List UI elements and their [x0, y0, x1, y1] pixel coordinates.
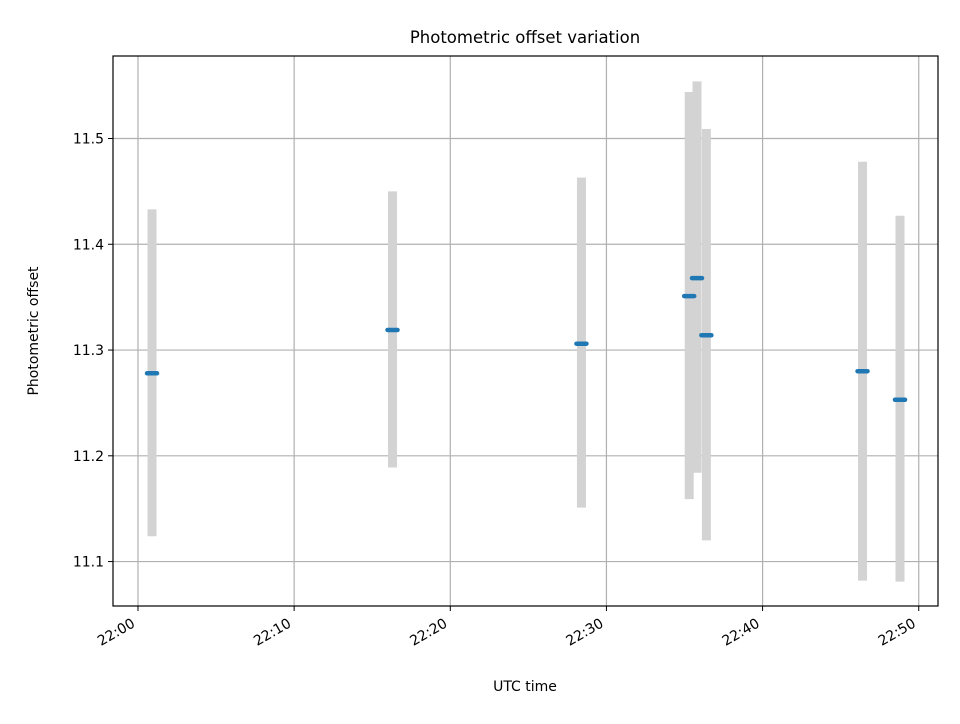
y-tick-label: 11.5 — [73, 132, 104, 148]
grid-layer — [113, 56, 938, 606]
y-tick-label: 11.3 — [73, 343, 104, 359]
y-axis-label: Photometric offset — [26, 266, 42, 396]
y-tick-label: 11.4 — [73, 237, 104, 253]
x-axis-label: UTC time — [493, 679, 557, 695]
plot-frame — [112, 55, 939, 607]
y-tick-label: 11.1 — [73, 555, 104, 571]
chart-title: Photometric offset variation — [410, 28, 640, 47]
y-tick-label: 11.2 — [73, 449, 104, 465]
point-layer — [144, 275, 908, 402]
